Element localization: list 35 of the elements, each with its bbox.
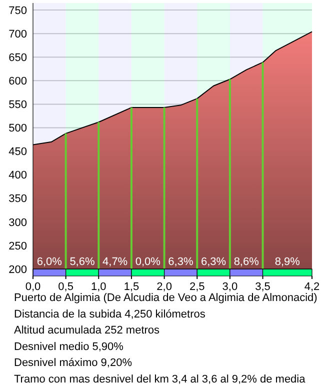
band-label: 6,3% <box>200 256 226 268</box>
y-tick-label: 550 <box>8 99 27 112</box>
x-tick-label: 1,0 <box>91 281 106 293</box>
band-label: 5,6% <box>70 256 95 268</box>
text: Desnivel medio 5,90% <box>14 340 124 353</box>
x-tick-label: 4,2 <box>304 281 320 293</box>
band-label: 8,6% <box>234 256 260 268</box>
y-tick-label: 450 <box>8 146 27 158</box>
y-tick-label: 400 <box>8 170 27 182</box>
y-tick-label: 750 <box>8 4 27 17</box>
y-tick-label: 350 <box>8 193 27 206</box>
y-tick-label: 500 <box>8 122 27 135</box>
x-tick-label: 0,5 <box>58 281 74 293</box>
x-tick-label: 1,5 <box>124 281 140 293</box>
band-label: 8,9% <box>274 256 300 268</box>
x-tick-label: 2,5 <box>189 281 205 293</box>
band-label: 0,0% <box>135 256 161 268</box>
band-label: 6,0% <box>36 256 62 268</box>
band-label: 6,3% <box>168 256 194 268</box>
x-tick-label: 2,0 <box>156 281 172 293</box>
band-label: 4,7% <box>102 256 128 268</box>
x-tick-label: 0,0 <box>25 281 41 293</box>
x-tick-label: 3,5 <box>255 281 270 293</box>
text: Altitud acumulada 252 metros <box>14 324 160 337</box>
y-tick-label: 600 <box>8 76 27 88</box>
y-tick-label: 250 <box>8 240 27 252</box>
text: Distancia de la subida 4,250 kilómetros <box>14 308 206 320</box>
text: Tramo con mas desnivel del km 3,4 al 3,6 al 9,2% de media <box>14 374 306 386</box>
y-tick-label: 700 <box>8 28 27 40</box>
y-tick-label: 650 <box>8 52 27 64</box>
text: Desnivel máximo 9,20% <box>14 357 132 370</box>
y-tick-label: 200 <box>8 264 27 276</box>
text: Puerto de Algimia (De Alcudia de Veo a Algimia de Almonacid) <box>14 292 318 304</box>
x-tick-label: 3,0 <box>222 281 238 293</box>
y-tick-label: 300 <box>8 216 27 229</box>
